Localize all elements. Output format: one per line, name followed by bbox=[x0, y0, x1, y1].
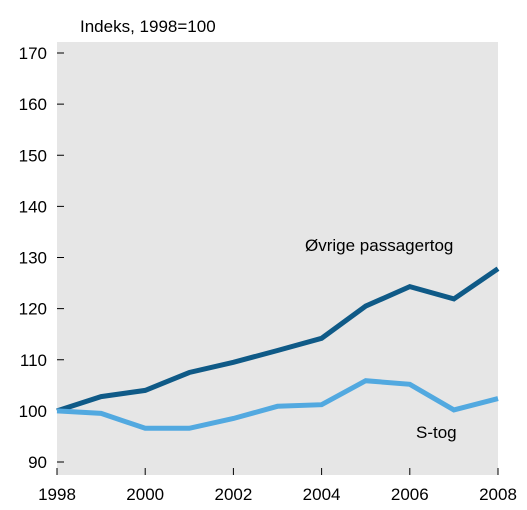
y-tick-label: 110 bbox=[20, 351, 47, 370]
y-tick-label: 90 bbox=[28, 453, 47, 472]
x-tick-label: 2004 bbox=[303, 485, 341, 504]
series-lines bbox=[56, 266, 500, 431]
y-tick-label: 120 bbox=[19, 300, 47, 319]
x-tick-label: 1998 bbox=[38, 485, 76, 504]
x-tick-label: 2000 bbox=[126, 485, 164, 504]
series-label-s-tog: S-tog bbox=[416, 423, 457, 442]
y-tick-label: 150 bbox=[19, 146, 47, 165]
plot-background bbox=[57, 42, 498, 475]
series-line-s-tog bbox=[56, 378, 499, 431]
x-tick-label: 2002 bbox=[214, 485, 252, 504]
x-axis-ticks: 1998 2000 2002 2004 2006 2008 bbox=[38, 468, 517, 504]
y-axis-label: Indeks, 1998=100 bbox=[80, 17, 216, 36]
y-tick-label: 160 bbox=[19, 95, 47, 114]
y-tick-label: 140 bbox=[19, 197, 47, 216]
y-tick-label: 170 bbox=[19, 44, 47, 63]
y-tick-label: 100 bbox=[19, 402, 47, 421]
y-tick-label: 130 bbox=[19, 249, 47, 268]
x-tick-label: 2006 bbox=[391, 485, 429, 504]
x-tick-label: 2008 bbox=[479, 485, 517, 504]
series-line-ovrige-passagertog bbox=[56, 266, 500, 414]
series-label-ovrige-passagertog: Øvrige passagertog bbox=[305, 236, 453, 255]
y-axis-ticks: 90 100 110 120 130 140 150 160 170 bbox=[19, 44, 64, 472]
